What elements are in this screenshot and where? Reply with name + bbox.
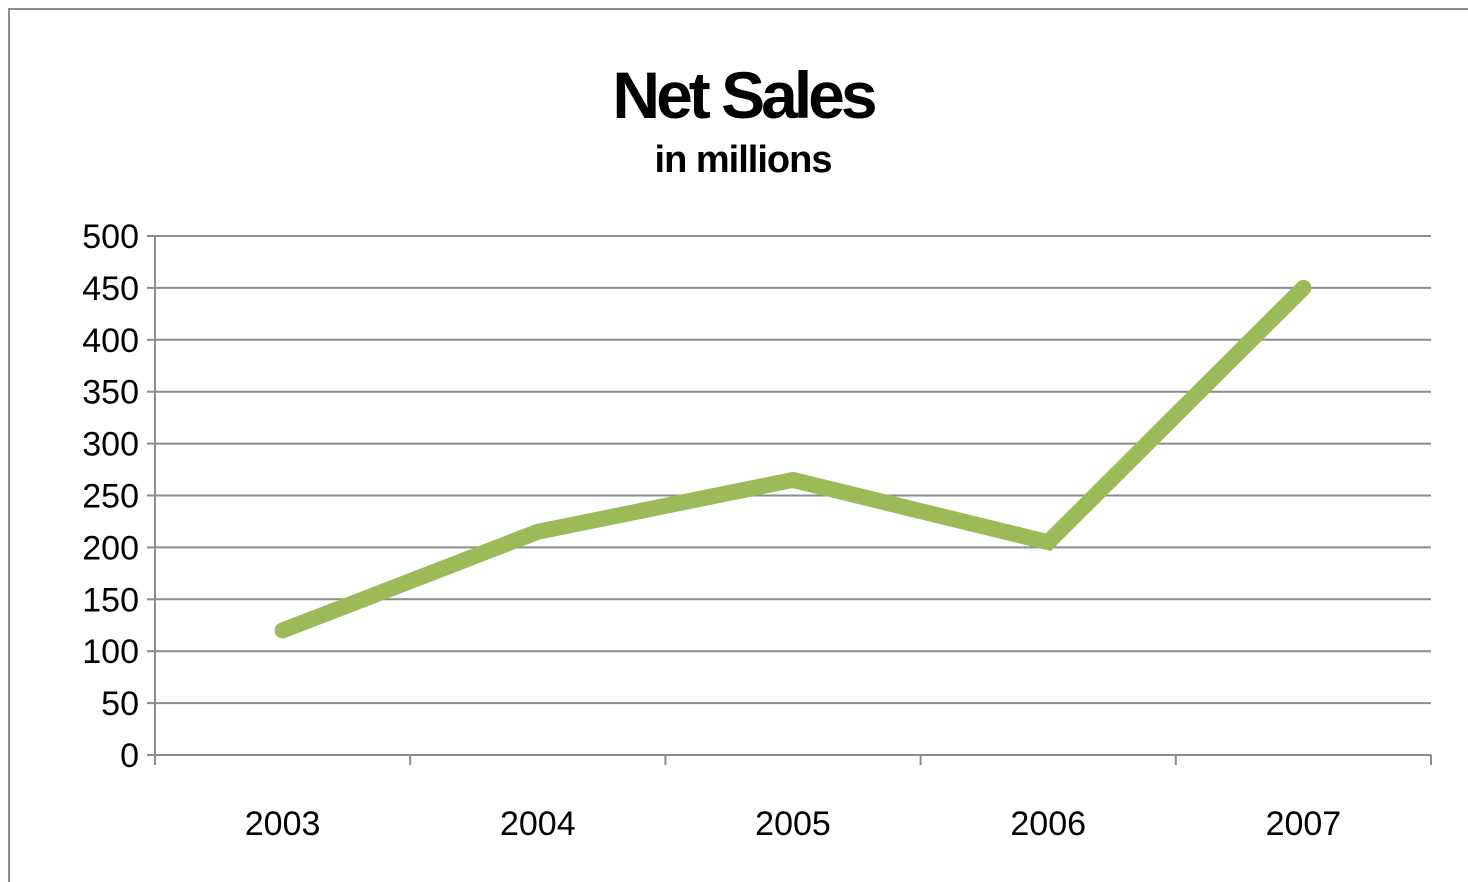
- chart-frame: Net Sales in millions 0 50 100 150 200 250 300…: [8, 8, 1468, 882]
- x-tick-label: 2003: [245, 805, 321, 843]
- gridlines: [155, 235, 1431, 705]
- chart-title: Net Sales: [612, 58, 874, 132]
- y-tick-label: 150: [82, 581, 139, 619]
- x-tick-labels: 2003 2004 2005 2006 2007: [245, 805, 1341, 843]
- y-tick-label: 50: [101, 685, 139, 723]
- x-tick-label: 2007: [1266, 805, 1342, 843]
- series: [274, 279, 1312, 639]
- y-tick-label: 400: [82, 322, 139, 360]
- axes: [147, 235, 1432, 765]
- line-chart: Net Sales in millions 0 50 100 150 200 250 300…: [82, 58, 1432, 843]
- y-tick-label: 450: [82, 270, 139, 308]
- y-tick-label: 0: [120, 737, 139, 775]
- y-tick-label: 250: [82, 478, 139, 516]
- y-tick-label: 350: [82, 374, 139, 412]
- x-tick-label: 2005: [755, 805, 831, 843]
- y-tick-label: 300: [82, 426, 139, 464]
- y-tick-label: 500: [82, 218, 139, 256]
- y-tick-label: 200: [82, 529, 139, 567]
- chart-subtitle: in millions: [655, 139, 832, 181]
- x-tick-label: 2004: [500, 805, 576, 843]
- x-tick-label: 2006: [1010, 805, 1086, 843]
- y-tick-labels: 0 50 100 150 200 250 300 350 400 450 500: [82, 218, 139, 775]
- y-tick-label: 100: [82, 633, 139, 671]
